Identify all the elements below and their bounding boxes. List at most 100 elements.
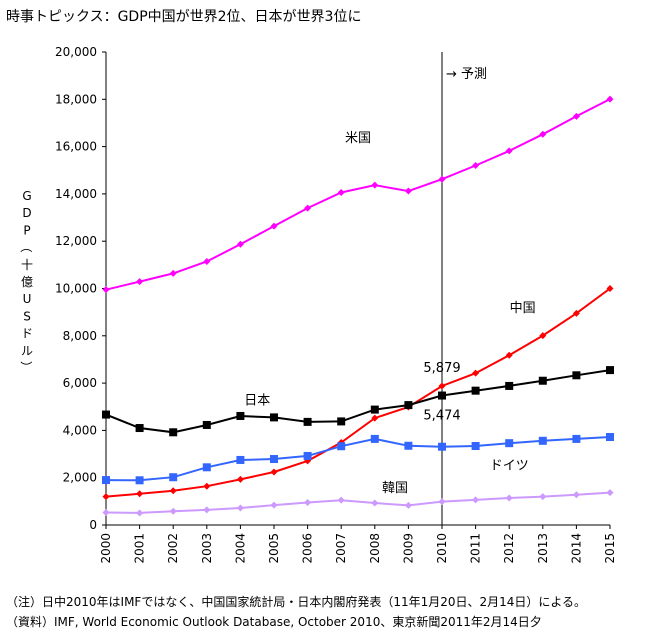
series-label-ドイツ: ドイツ	[490, 458, 529, 473]
x-tick-label: 2000	[99, 533, 113, 564]
data-point	[102, 286, 110, 294]
data-point	[136, 509, 144, 517]
series-米国	[102, 95, 614, 294]
data-point	[606, 433, 614, 442]
series-韓国	[102, 489, 614, 517]
data-point	[304, 499, 312, 507]
data-point	[102, 410, 110, 419]
data-point	[539, 493, 547, 501]
data-point	[572, 491, 580, 499]
y-label-char: 十	[21, 258, 33, 272]
series-ドイツ	[102, 433, 614, 485]
x-tick-label: 2007	[334, 533, 348, 564]
data-point	[505, 351, 513, 359]
data-point	[572, 112, 580, 120]
data-point	[404, 401, 413, 410]
y-tick-label: 12,000	[55, 234, 97, 248]
y-label-char: ）	[19, 361, 33, 373]
x-tick-label: 2014	[569, 533, 583, 564]
y-tick-label: 16,000	[55, 140, 97, 154]
y-label-char: S	[23, 309, 31, 323]
x-tick-label: 2015	[603, 533, 617, 564]
data-point	[606, 489, 614, 497]
y-tick-label: 10,000	[55, 282, 97, 296]
data-point	[236, 240, 244, 248]
data-point	[472, 496, 480, 504]
data-point	[539, 130, 547, 138]
y-tick-label: 4,000	[63, 423, 97, 437]
series-group	[102, 95, 614, 517]
data-point	[370, 405, 379, 414]
y-tick-label: 0	[89, 518, 97, 532]
series-日本	[102, 366, 614, 437]
data-point	[169, 269, 177, 277]
x-tick-label: 2011	[469, 533, 483, 564]
data-point	[304, 204, 312, 212]
x-tick-label: 2004	[233, 533, 247, 564]
y-label-char: P	[23, 223, 30, 237]
data-point	[136, 490, 144, 498]
footnote-source: （資料）IMF, World Economic Outlook Database…	[6, 615, 542, 629]
data-point	[572, 434, 581, 443]
y-tick-label: 18,000	[55, 92, 97, 106]
data-point	[471, 386, 480, 395]
data-point	[538, 436, 547, 445]
data-point	[169, 487, 177, 495]
data-point	[169, 507, 177, 515]
data-point	[606, 285, 614, 292]
data-point	[438, 382, 446, 390]
data-point	[371, 181, 379, 189]
series-中国	[102, 285, 614, 501]
data-point	[438, 442, 446, 451]
y-label-char: D	[22, 206, 31, 220]
data-point	[438, 498, 446, 506]
forecast-marker: → 予測	[441, 52, 487, 525]
y-label-char: G	[22, 189, 31, 203]
series-line	[105, 287, 611, 498]
data-point	[472, 162, 480, 170]
data-point	[404, 187, 412, 195]
series-line	[105, 369, 611, 434]
x-tick-label: 2002	[166, 533, 180, 564]
data-point	[538, 376, 547, 385]
gdp-line-chart: 0 2,000 4,000 6,000 8,000 10,000 12,000 14,000 1…	[19, 45, 617, 564]
data-point	[236, 455, 245, 464]
data-point	[202, 420, 211, 429]
data-point	[236, 411, 245, 420]
data-point	[169, 428, 178, 437]
chart-title: 時事トピックス：GDP中国が世界2位、日本が世界3位に	[6, 9, 362, 25]
data-point	[337, 417, 346, 426]
data-point	[606, 366, 614, 375]
x-tick-label: 2008	[368, 533, 382, 564]
y-tick-label: 8,000	[63, 329, 97, 343]
data-point	[102, 476, 110, 485]
series-line	[105, 491, 611, 514]
data-point	[572, 309, 580, 317]
x-tick-label: 2006	[301, 533, 315, 564]
series-label-日本: 日本	[244, 393, 270, 408]
data-point	[270, 455, 278, 464]
data-point	[371, 499, 379, 507]
y-tick-label: 6,000	[63, 376, 97, 390]
series-line	[105, 98, 611, 291]
value-annotation: 5,474	[423, 409, 460, 424]
y-label-char: （	[19, 241, 33, 253]
series-label-韓国: 韓国	[382, 481, 408, 496]
data-point	[539, 332, 547, 340]
data-point	[236, 504, 244, 512]
x-tick-label: 2010	[435, 533, 449, 564]
data-point	[438, 175, 446, 183]
data-point	[270, 501, 278, 509]
data-point	[102, 508, 110, 516]
data-point	[505, 439, 514, 448]
series-label-中国: 中国	[510, 301, 536, 316]
data-point	[270, 468, 278, 476]
data-point	[438, 391, 446, 400]
data-point	[236, 475, 244, 483]
y-label-char: ル	[21, 344, 33, 358]
data-point	[337, 442, 346, 451]
forecast-label: → 予測	[446, 67, 487, 82]
series-line	[105, 436, 611, 482]
x-tick-label: 2013	[536, 533, 550, 564]
